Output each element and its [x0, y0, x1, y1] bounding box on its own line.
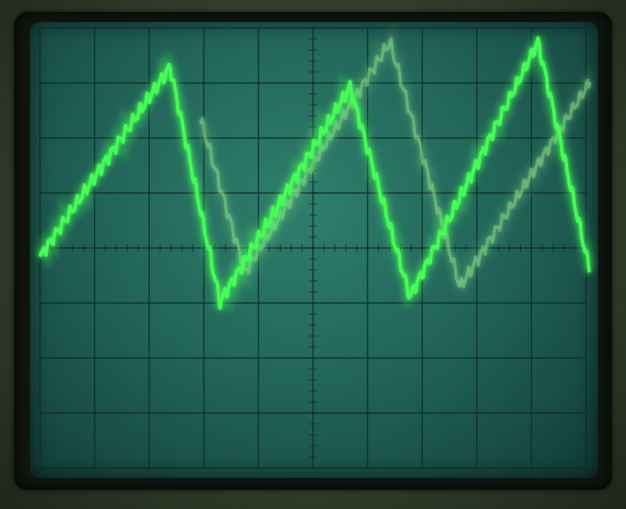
waveform-trace [34, 32, 595, 315]
waveform-trace-line [38, 36, 592, 310]
oscilloscope-display [34, 22, 596, 469]
crt-screen [30, 22, 598, 478]
